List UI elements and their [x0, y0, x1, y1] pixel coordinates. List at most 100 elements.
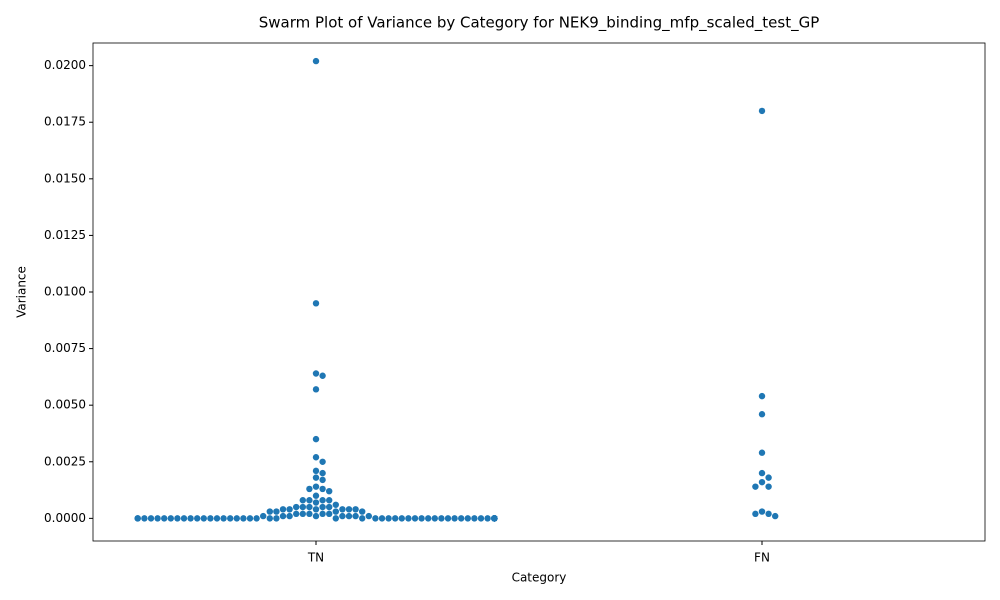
swarm-point [312, 435, 320, 443]
x-axis-label: Category [512, 571, 567, 585]
swarm-point [306, 503, 313, 511]
swarm-point [758, 508, 766, 515]
swarm-point [174, 515, 181, 522]
swarm-point [758, 392, 766, 400]
swarm-point [312, 467, 320, 475]
swarm-point [326, 488, 333, 495]
swarm-point [312, 492, 320, 499]
swarm-point [359, 515, 366, 522]
y-tick-label: 0.0150 [44, 171, 86, 185]
swarm-point [312, 386, 320, 393]
swarm-point [332, 508, 339, 515]
swarm-point [458, 515, 465, 522]
swarm-point [312, 512, 320, 520]
swarm-point [141, 515, 148, 522]
swarm-point [147, 515, 155, 522]
swarm-point [319, 503, 326, 511]
swarm-point [194, 515, 201, 522]
swarm-point [319, 458, 326, 465]
swarm-point [312, 57, 320, 65]
swarm-point [312, 300, 320, 307]
swarm-point [392, 515, 399, 522]
swarm-point [200, 515, 207, 522]
swarm-point [299, 510, 306, 518]
swarm-point [378, 515, 386, 522]
swarm-point [273, 515, 280, 522]
swarm-point [339, 506, 346, 513]
swarm-point [359, 508, 366, 515]
swarm-point [438, 515, 445, 522]
swarm-point [758, 478, 766, 486]
swarm-point [180, 515, 188, 522]
y-tick-label: 0.0200 [44, 58, 86, 72]
swarm-point [299, 503, 306, 511]
chart-title: Swarm Plot of Variance by Category for N… [259, 14, 820, 33]
swarm-point [266, 515, 273, 522]
y-axis-label: Variance [15, 266, 29, 318]
swarm-point [240, 515, 247, 522]
swarm-point [758, 411, 766, 418]
swarm-point [339, 512, 346, 520]
swarm-point [233, 515, 240, 522]
swarm-point [385, 515, 392, 522]
swarm-point [319, 497, 326, 504]
y-tick-label: 0.0175 [44, 115, 86, 129]
swarm-point [765, 510, 772, 518]
swarm-point [372, 515, 379, 522]
swarm-point [319, 476, 326, 484]
swarm-point [411, 515, 419, 522]
swarm-point [299, 497, 306, 504]
swarm-point [312, 499, 320, 506]
y-tick-label: 0.0025 [44, 454, 86, 468]
swarm-point [352, 506, 359, 513]
swarm-point [345, 512, 353, 520]
swarm-point [752, 483, 759, 490]
swarm-point [293, 503, 300, 511]
swarm-point [246, 515, 254, 522]
swarm-point [425, 515, 432, 522]
x-tick-label: FN [754, 551, 770, 565]
swarm-point [319, 510, 326, 518]
swarm-point [312, 454, 320, 461]
swarm-point [319, 372, 326, 379]
swarm-point [758, 449, 766, 456]
y-tick-label: 0.0100 [44, 285, 86, 299]
swarm-point [253, 515, 260, 522]
swarm-point [326, 503, 333, 511]
swarm-point [464, 515, 471, 522]
plot-frame [92, 42, 986, 542]
swarm-point [758, 469, 766, 477]
swarm-point [326, 510, 333, 518]
swarm-point [418, 515, 425, 522]
swarm-point [213, 515, 221, 522]
swarm-point [345, 506, 353, 513]
swarm-point [227, 515, 234, 522]
swarm-point [286, 512, 293, 520]
swarm-point [772, 512, 779, 520]
swarm-point [279, 506, 287, 513]
swarm-point [306, 497, 313, 504]
swarm-point [286, 506, 293, 513]
swarm-point [167, 515, 174, 522]
swarm-point [312, 474, 320, 481]
swarm-point [154, 515, 161, 522]
y-tick-label: 0.0075 [44, 341, 86, 355]
swarm-point [765, 483, 772, 490]
swarm-point [471, 515, 478, 522]
swarm-point [220, 515, 227, 522]
swarm-point [134, 515, 141, 522]
y-tick-label: 0.0125 [44, 228, 86, 242]
swarm-point [260, 512, 267, 520]
swarm-point [312, 370, 320, 377]
swarm-point [444, 515, 452, 522]
swarm-point [352, 512, 359, 520]
swarm-point [326, 497, 333, 504]
x-tick-label: TN [307, 551, 324, 565]
swarm-point [431, 515, 438, 522]
swarm-point [765, 474, 772, 481]
swarm-point [312, 483, 320, 490]
swarm-point [451, 515, 458, 522]
swarm-point [332, 515, 339, 522]
swarm-point [306, 510, 313, 518]
